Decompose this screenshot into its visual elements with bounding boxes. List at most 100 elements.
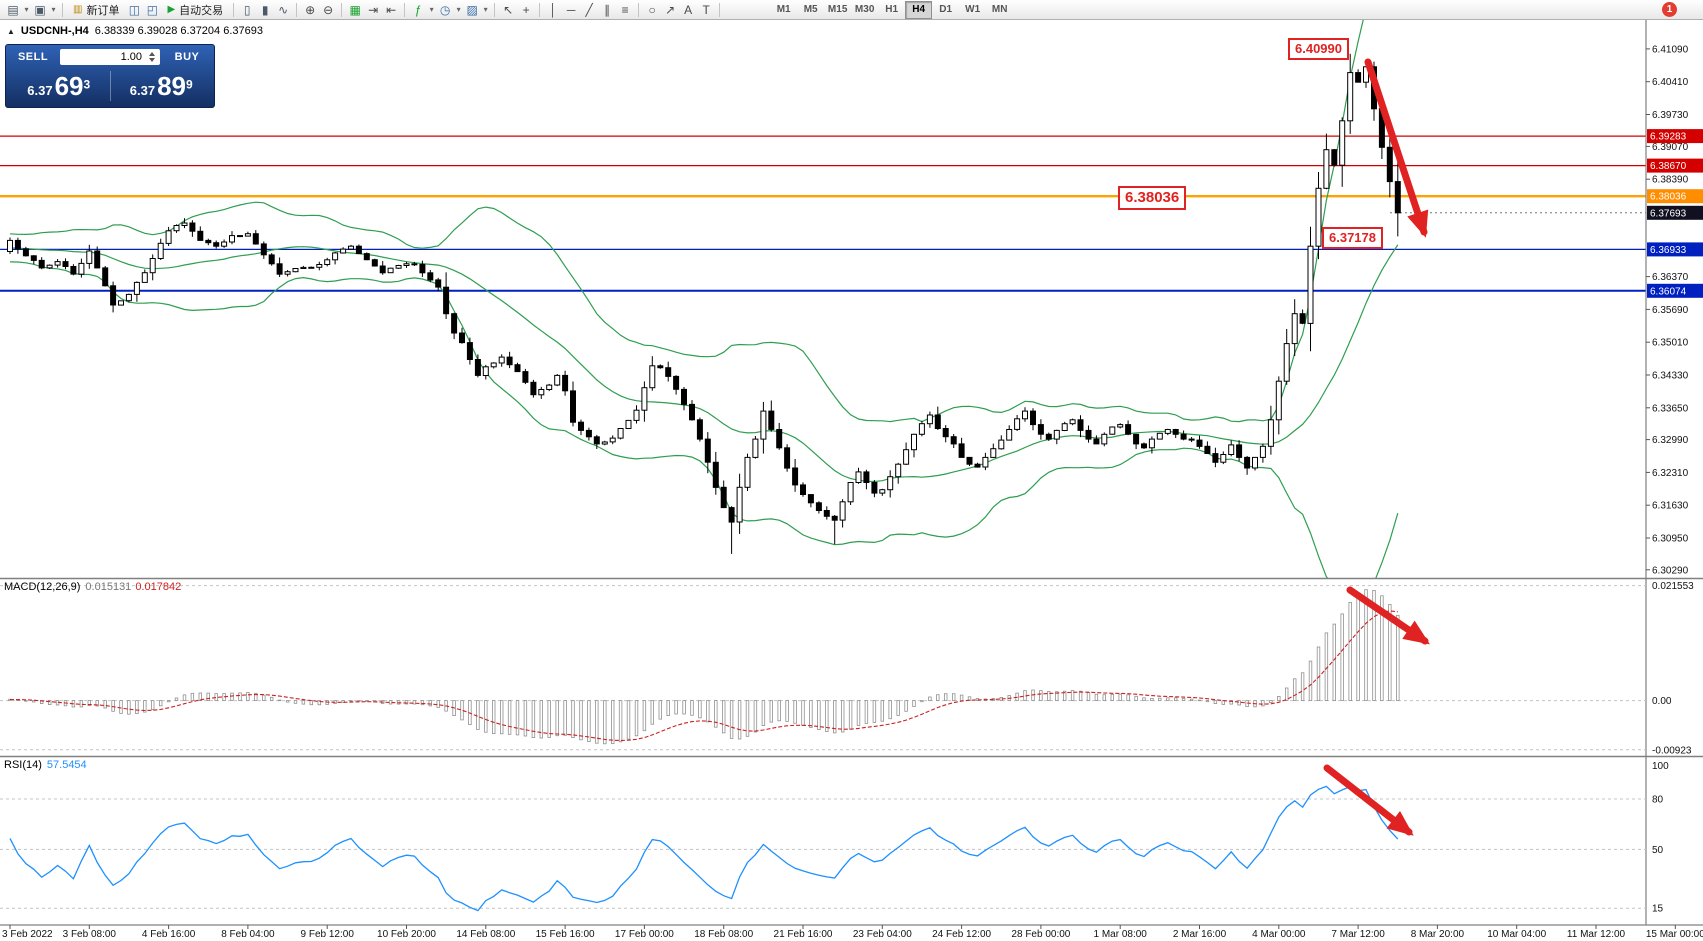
svg-text:24 Feb 12:00: 24 Feb 12:00 <box>932 929 991 940</box>
svg-text:10 Mar 04:00: 10 Mar 04:00 <box>1487 929 1546 940</box>
chart-shift-icon[interactable]: ⇤ <box>386 2 397 17</box>
cursor-icon[interactable]: ↖ <box>503 2 514 17</box>
shapes-icon[interactable]: ○ <box>648 2 656 17</box>
price-callout[interactable]: 6.38036 <box>1118 186 1187 210</box>
rsi-axis[interactable]: 100 80 50 15 <box>1652 761 1669 915</box>
buy-price-pips: 89 <box>157 70 187 101</box>
tile-windows-icon[interactable]: ▦ <box>349 2 361 17</box>
price-callout[interactable]: 6.37178 <box>1322 227 1383 249</box>
price-axis[interactable]: 6.41090 6.40410 6.39730 6.39070 6.38390 6.363… <box>1646 44 1703 576</box>
new-chart-dropdown-icon[interactable]: ▾ <box>24 5 29 14</box>
svg-text:3 Feb 2022: 3 Feb 2022 <box>2 929 53 940</box>
zoom-in-icon[interactable]: ⊕ <box>305 2 316 17</box>
zoom-out-icon[interactable]: ⊖ <box>323 2 334 17</box>
navigator-icon[interactable]: ◰ <box>146 2 159 17</box>
timeframe-w1[interactable]: W1 <box>965 4 981 15</box>
toolbar: ▤ ▾ ▣ ▾ ▥ 新订单 ◫ ◰ ▶ 自动交易 ▯ ▮ ∿ ⊕ ⊖ ▦ ⇥ ⇤ ƒ ▾ ◷ ▾ ▨ ▾ ↖ + │ ─ ╱ ∥ ≡ ○ ↗ A T… <box>0 0 1703 20</box>
periods-icon[interactable]: ◷ <box>439 2 451 17</box>
svg-text:6.34330: 6.34330 <box>1652 371 1689 382</box>
timeframe-m15[interactable]: M15 <box>827 4 848 15</box>
annotation-arrows[interactable] <box>1323 58 1430 836</box>
ohlc-values: 6.38339 6.39028 6.37204 6.37693 <box>94 25 263 37</box>
timeframe-m1[interactable]: M1 <box>776 4 791 15</box>
auto-trading-button[interactable]: ▶ 自动交易 <box>161 1 229 19</box>
vertical-line-icon[interactable]: │ <box>549 2 557 17</box>
volume-up-icon[interactable] <box>148 52 155 56</box>
auto-scroll-icon[interactable]: ⇥ <box>368 2 379 17</box>
volume-input[interactable]: 1.00 <box>60 49 160 65</box>
text-label-icon[interactable]: T <box>702 2 710 17</box>
timeframe-mn[interactable]: MN <box>991 4 1008 15</box>
svg-text:6.35690: 6.35690 <box>1652 305 1689 316</box>
price-callout[interactable]: 6.40990 <box>1288 38 1349 60</box>
text-icon[interactable]: A <box>684 2 693 17</box>
toolbar-separator <box>539 2 541 17</box>
equidistant-channel-icon[interactable]: ∥ <box>604 2 611 17</box>
notification-badge[interactable]: 1 <box>1662 2 1677 17</box>
macd-name: MACD(12,26,9) <box>4 581 81 593</box>
rsi-indicator-label: RSI(14) 57.5454 <box>4 759 87 771</box>
toolbar-separator <box>296 2 298 17</box>
svg-text:6.32990: 6.32990 <box>1652 435 1689 446</box>
svg-text:15: 15 <box>1652 904 1664 915</box>
toolbar-separator <box>341 2 343 17</box>
svg-text:2 Mar 16:00: 2 Mar 16:00 <box>1173 929 1227 940</box>
candlesticks <box>7 53 1401 554</box>
profiles-dropdown-icon[interactable]: ▾ <box>51 5 56 14</box>
timeframe-h4[interactable]: H4 <box>905 0 933 19</box>
macd-axis[interactable]: 0.021553 0.00 -0.00923 <box>1652 581 1694 756</box>
svg-text:6.35010: 6.35010 <box>1652 338 1689 349</box>
buy-price[interactable]: 6.37899 <box>111 71 213 102</box>
timeframe-m30[interactable]: M30 <box>854 4 875 15</box>
new-order-icon: ▥ <box>73 4 83 15</box>
svg-text:15 Mar 00:00: 15 Mar 00:00 <box>1646 929 1703 940</box>
fibonacci-icon[interactable]: ≡ <box>621 2 629 17</box>
svg-text:6.39070: 6.39070 <box>1652 142 1689 153</box>
one-click-trading-panel: SELL 1.00 BUY 6.37693 6.37899 <box>5 44 215 108</box>
new-chart-icon[interactable]: ▤ <box>7 2 19 17</box>
trendline-icon[interactable]: ╱ <box>585 2 593 17</box>
timeframe-h1[interactable]: H1 <box>885 4 899 15</box>
crosshair-icon[interactable]: + <box>522 2 530 17</box>
horizontal-line-icon[interactable]: ─ <box>566 2 576 17</box>
time-axis[interactable]: 3 Feb 2022 3 Feb 08:00 4 Feb 16:00 8 Feb 04… <box>2 925 1703 940</box>
svg-text:6.41090: 6.41090 <box>1652 44 1689 55</box>
svg-text:18 Feb 08:00: 18 Feb 08:00 <box>694 929 753 940</box>
arrows-icon[interactable]: ↗ <box>665 2 676 17</box>
sell-button[interactable]: SELL <box>17 51 49 63</box>
profiles-icon[interactable]: ▣ <box>34 2 46 17</box>
sell-price-point: 3 <box>83 77 91 92</box>
oct-toggle-icon[interactable]: ▲ <box>7 26 15 36</box>
candlestick-chart-icon[interactable]: ▮ <box>261 2 269 17</box>
svg-text:14 Feb 08:00: 14 Feb 08:00 <box>456 929 515 940</box>
indicators-icon[interactable]: ƒ <box>414 2 422 17</box>
timeframe-toolbar: M1 M5 M15 M30 H1 H4 D1 W1 MN <box>770 0 1013 19</box>
new-order-button-label: 新订单 <box>86 4 120 17</box>
svg-text:10 Feb 20:00: 10 Feb 20:00 <box>377 929 436 940</box>
sell-price[interactable]: 6.37693 <box>8 71 110 102</box>
new-order-button[interactable]: ▥ 新订单 <box>67 1 125 19</box>
templates-dropdown-icon[interactable]: ▾ <box>483 5 488 14</box>
periods-dropdown-icon[interactable]: ▾ <box>456 5 461 14</box>
svg-text:6.32310: 6.32310 <box>1652 468 1689 479</box>
buy-button[interactable]: BUY <box>174 51 200 63</box>
auto-trading-icon: ▶ <box>167 4 176 15</box>
chart-plot-background[interactable] <box>0 20 1703 941</box>
svg-text:0.00: 0.00 <box>1652 696 1672 707</box>
market-watch-icon[interactable]: ◫ <box>128 2 141 17</box>
toolbar-separator <box>62 2 63 17</box>
timeframe-m5[interactable]: M5 <box>803 4 818 15</box>
svg-text:6.37693: 6.37693 <box>1650 208 1687 219</box>
macd-panel <box>0 585 1646 751</box>
volume-down-icon[interactable] <box>148 58 155 62</box>
timeframe-d1[interactable]: D1 <box>939 4 953 15</box>
volume-value[interactable]: 1.00 <box>120 51 142 63</box>
svg-text:6.40410: 6.40410 <box>1652 77 1689 88</box>
line-chart-icon[interactable]: ∿ <box>278 2 289 17</box>
bar-chart-icon[interactable]: ▯ <box>243 2 251 17</box>
templates-icon[interactable]: ▨ <box>466 2 478 17</box>
svg-text:6.38670: 6.38670 <box>1650 161 1687 172</box>
indicators-dropdown-icon[interactable]: ▾ <box>429 5 434 14</box>
svg-text:6.33650: 6.33650 <box>1652 403 1689 414</box>
